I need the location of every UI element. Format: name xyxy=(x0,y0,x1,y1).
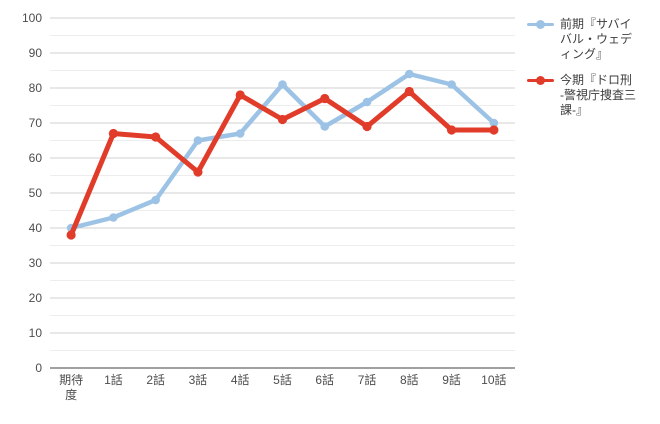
svg-text:70: 70 xyxy=(29,116,43,130)
svg-text:60: 60 xyxy=(29,151,43,165)
svg-text:80: 80 xyxy=(29,81,43,95)
svg-text:40: 40 xyxy=(29,221,43,235)
chart-legend: 前期『サバイ バル・ウェデ ィング』 今期『ドロ刑 -警視庁捜査三 課-』 xyxy=(527,17,657,118)
svg-text:10: 10 xyxy=(29,326,43,340)
svg-text:6話: 6話 xyxy=(315,372,334,387)
legend-item-prev-series: 前期『サバイ バル・ウェデ ィング』 xyxy=(527,17,657,62)
svg-text:3話: 3話 xyxy=(189,372,208,387)
legend-item-current-series: 今期『ドロ刑 -警視庁捜査三 課-』 xyxy=(527,73,657,118)
svg-text:4話: 4話 xyxy=(231,372,250,387)
svg-text:10話: 10話 xyxy=(481,372,506,387)
legend-dot-red xyxy=(536,76,545,85)
legend-line-marker-icon-red xyxy=(527,73,554,88)
svg-text:50: 50 xyxy=(29,186,43,200)
legend-dot-blue xyxy=(536,20,545,29)
svg-text:30: 30 xyxy=(29,256,43,270)
svg-text:0: 0 xyxy=(35,361,42,375)
svg-text:7話: 7話 xyxy=(358,372,377,387)
svg-text:1話: 1話 xyxy=(104,372,123,387)
svg-text:9話: 9話 xyxy=(442,372,461,387)
svg-text:100: 100 xyxy=(22,11,42,25)
legend-label-current-series: 今期『ドロ刑 -警視庁捜査三 課-』 xyxy=(560,73,636,117)
svg-text:90: 90 xyxy=(29,46,43,60)
svg-text:2話: 2話 xyxy=(146,372,165,387)
legend-label-prev-series: 前期『サバイ バル・ウェデ ィング』 xyxy=(560,17,633,61)
svg-text:20: 20 xyxy=(29,291,43,305)
svg-text:5話: 5話 xyxy=(273,372,292,387)
svg-text:期待度: 期待度 xyxy=(59,373,83,402)
legend-line-marker-icon-blue xyxy=(527,17,554,32)
svg-text:8話: 8話 xyxy=(400,372,419,387)
